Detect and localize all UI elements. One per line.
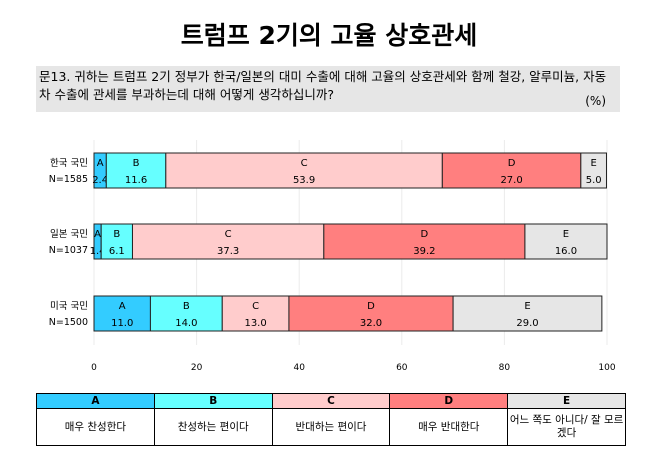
segment-category-label: E (524, 301, 530, 312)
segment-category-label: C (225, 229, 232, 240)
row-n-label: N=1500 (49, 317, 88, 328)
segment-category-label: C (252, 301, 259, 312)
segment-value-label: 53.9 (293, 175, 315, 186)
legend-key-A: A (36, 393, 155, 409)
segment-value-label: 16.0 (555, 246, 577, 257)
x-tick-label: 80 (499, 363, 511, 373)
bar-segment-B (149, 295, 223, 332)
legend-key-B: B (153, 393, 273, 409)
x-tick-label: 20 (191, 363, 203, 373)
segment-category-label: D (367, 301, 375, 312)
legend-key-E: E (507, 393, 626, 409)
legend-label-B: 찬성하는 편이다 (153, 408, 273, 446)
segment-category-label: A (119, 301, 126, 312)
legend-label-E: 어느 쪽도 아니다/ 잘 모르겠다 (507, 408, 626, 446)
chart-title: 트럼프 2기의 고율 상호관세 (180, 21, 478, 50)
segment-category-label: A (94, 229, 101, 240)
legend-label-D: 매우 반대한다 (389, 408, 509, 446)
bar-segment-B (105, 152, 167, 189)
x-tick-label: 60 (396, 363, 408, 373)
legend-label-A: 매우 찬성한다 (36, 408, 155, 446)
segment-value-label: 37.3 (217, 246, 239, 257)
row-n-label: N=1585 (49, 174, 88, 185)
segment-value-label: 14.0 (175, 318, 197, 329)
segment-category-label: C (301, 158, 308, 169)
row-label: 일본 국민 (50, 229, 88, 240)
bar-segment-D (323, 223, 526, 260)
stacked-bar-chart: 0 20 40 60 80 100 한국 국민 N=1585 A 2.4 B 11.6 C 53.9 D 27… (49, 140, 616, 373)
segment-value-label: 29.0 (516, 318, 538, 329)
segment-category-label: A (97, 158, 104, 169)
question-box: 문13. 귀하는 트럼프 2기 정부가 한국/일본의 대미 수출에 대해 고율의… (36, 66, 620, 112)
segment-category-label: D (508, 158, 516, 169)
segment-value-label: 13.0 (244, 318, 266, 329)
segment-category-label: D (421, 229, 429, 240)
segment-category-label: E (590, 158, 596, 169)
segment-value-label: 27.0 (500, 175, 522, 186)
segment-category-label: B (113, 229, 120, 240)
bar-segment-C (131, 223, 325, 260)
bar-segment-D (441, 152, 582, 189)
bar-segment-C (165, 152, 443, 189)
row-label: 한국 국민 (50, 158, 88, 169)
x-tick-label: 0 (91, 363, 97, 373)
legend-key-D: D (389, 393, 509, 409)
segment-value-label: 5.0 (586, 175, 602, 186)
bar-segment-E (524, 223, 608, 260)
segment-value-label: 6.1 (109, 246, 125, 257)
segment-value-label: 11.0 (111, 318, 133, 329)
segment-value-label: 39.2 (413, 246, 435, 257)
segment-category-label: B (133, 158, 140, 169)
legend-key-C: C (271, 393, 391, 409)
bar-segment-E (452, 295, 603, 332)
bar-segment-E (580, 152, 607, 189)
row-label: 미국 국민 (50, 301, 88, 312)
segment-value-label: 32.0 (360, 318, 382, 329)
row-n-label: N=1037 (49, 245, 88, 256)
segment-value-label: 2.4 (92, 175, 108, 186)
bar-segment-D (288, 295, 454, 332)
legend-label-C: 반대하는 편이다 (271, 408, 391, 446)
unit-label: (%) (585, 94, 606, 108)
segment-value-label: 1.4 (90, 246, 106, 257)
segment-category-label: E (563, 229, 569, 240)
x-tick-label: 40 (293, 363, 305, 373)
segment-category-label: B (183, 301, 190, 312)
x-tick-label: 100 (598, 363, 615, 373)
question-text: 문13. 귀하는 트럼프 2기 정부가 한국/일본의 대미 수출에 대해 고율의… (39, 69, 607, 102)
segment-value-label: 11.6 (125, 175, 147, 186)
